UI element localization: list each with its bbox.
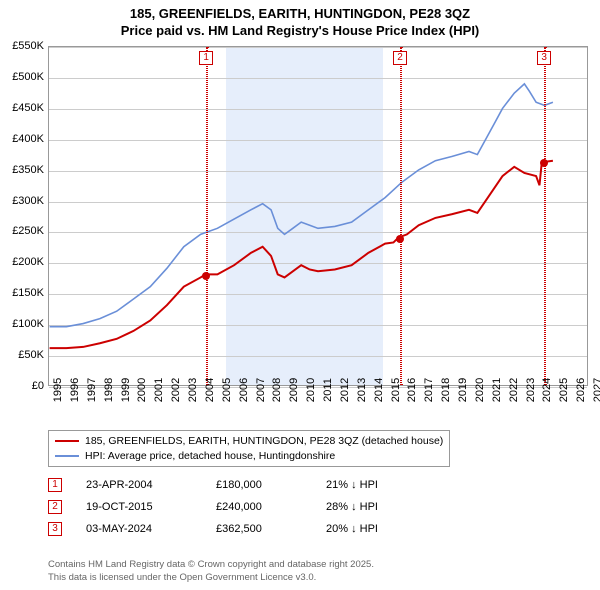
x-tick-label: 2008 xyxy=(271,378,283,402)
x-tick-label: 2005 xyxy=(221,378,233,402)
title-line-2: Price paid vs. HM Land Registry's House … xyxy=(0,23,600,40)
x-tick-label: 1999 xyxy=(120,378,132,402)
x-tick-label: 2016 xyxy=(406,378,418,402)
sale-marker-label: 1 xyxy=(199,51,213,65)
y-tick-label: £400K xyxy=(0,133,44,145)
sale-dot xyxy=(202,272,210,280)
sales-row-price: £240,000 xyxy=(216,501,326,513)
sale-marker-line xyxy=(206,47,208,385)
legend-swatch xyxy=(55,455,79,457)
y-tick-label: £350K xyxy=(0,164,44,176)
sales-row-date: 03-MAY-2024 xyxy=(86,523,216,535)
sale-marker-label: 3 xyxy=(537,51,551,65)
legend-label: 185, GREENFIELDS, EARITH, HUNTINGDON, PE… xyxy=(85,434,443,449)
series-line-hpi xyxy=(50,84,553,327)
x-tick-label: 2025 xyxy=(558,378,570,402)
sale-dot xyxy=(540,159,548,167)
sales-table-row: 3 03-MAY-2024£362,50020% ↓ HPI xyxy=(48,518,416,540)
y-tick-label: £250K xyxy=(0,225,44,237)
x-tick-label: 2013 xyxy=(356,378,368,402)
sale-dot xyxy=(396,235,404,243)
y-tick-label: £300K xyxy=(0,195,44,207)
x-tick-label: 2019 xyxy=(457,378,469,402)
x-tick-label: 2018 xyxy=(440,378,452,402)
chart-title: 185, GREENFIELDS, EARITH, HUNTINGDON, PE… xyxy=(0,0,600,40)
sales-row-diff: 20% ↓ HPI xyxy=(326,523,416,535)
x-tick-label: 2000 xyxy=(136,378,148,402)
x-tick-label: 2001 xyxy=(153,378,165,402)
x-tick-label: 2006 xyxy=(238,378,250,402)
x-tick-label: 2021 xyxy=(491,378,503,402)
x-tick-label: 2002 xyxy=(170,378,182,402)
y-tick-label: £50K xyxy=(0,349,44,361)
y-tick-label: £500K xyxy=(0,71,44,83)
legend-row: 185, GREENFIELDS, EARITH, HUNTINGDON, PE… xyxy=(55,434,443,449)
y-tick-label: £200K xyxy=(0,256,44,268)
legend-box: 185, GREENFIELDS, EARITH, HUNTINGDON, PE… xyxy=(48,430,450,467)
x-tick-label: 2017 xyxy=(423,378,435,402)
y-tick-label: £550K xyxy=(0,40,44,52)
sale-marker-line xyxy=(400,47,402,385)
x-tick-label: 2023 xyxy=(525,378,537,402)
footer-attribution: Contains HM Land Registry data © Crown c… xyxy=(48,559,374,584)
x-tick-label: 1997 xyxy=(86,378,98,402)
sales-row-number: 1 xyxy=(48,478,62,492)
legend-label: HPI: Average price, detached house, Hunt… xyxy=(85,449,335,464)
sales-table-row: 1 23-APR-2004£180,00021% ↓ HPI xyxy=(48,474,416,496)
x-tick-label: 2007 xyxy=(255,378,267,402)
y-tick-label: £450K xyxy=(0,102,44,114)
sales-row-diff: 28% ↓ HPI xyxy=(326,501,416,513)
x-tick-label: 2009 xyxy=(288,378,300,402)
x-tick-label: 1996 xyxy=(69,378,81,402)
x-tick-label: 2026 xyxy=(575,378,587,402)
y-tick-label: £0 xyxy=(0,380,44,392)
y-tick-label: £150K xyxy=(0,287,44,299)
footer-line-1: Contains HM Land Registry data © Crown c… xyxy=(48,559,374,571)
x-tick-label: 2012 xyxy=(339,378,351,402)
title-line-1: 185, GREENFIELDS, EARITH, HUNTINGDON, PE… xyxy=(0,6,600,23)
x-tick-label: 2004 xyxy=(204,378,216,402)
sales-row-number: 3 xyxy=(48,522,62,536)
x-tick-label: 2020 xyxy=(474,378,486,402)
x-tick-label: 2003 xyxy=(187,378,199,402)
sale-marker-line xyxy=(544,47,546,385)
x-tick-label: 2015 xyxy=(390,378,402,402)
sale-marker-label: 2 xyxy=(393,51,407,65)
x-tick-label: 2010 xyxy=(305,378,317,402)
series-line-property xyxy=(50,161,553,348)
x-tick-label: 1995 xyxy=(52,378,64,402)
x-tick-label: 2027 xyxy=(592,378,600,402)
series-svg xyxy=(49,47,587,385)
x-tick-label: 2014 xyxy=(373,378,385,402)
x-tick-label: 1998 xyxy=(103,378,115,402)
x-tick-label: 2011 xyxy=(322,378,334,402)
sales-row-diff: 21% ↓ HPI xyxy=(326,479,416,491)
sales-row-number: 2 xyxy=(48,500,62,514)
legend-row: HPI: Average price, detached house, Hunt… xyxy=(55,449,443,464)
sales-row-date: 19-OCT-2015 xyxy=(86,501,216,513)
plot-area: 1 2 3 xyxy=(48,46,588,386)
sales-row-price: £180,000 xyxy=(216,479,326,491)
sales-row-price: £362,500 xyxy=(216,523,326,535)
x-tick-label: 2024 xyxy=(541,378,553,402)
footer-line-2: This data is licensed under the Open Gov… xyxy=(48,572,374,584)
y-tick-label: £100K xyxy=(0,318,44,330)
legend-swatch xyxy=(55,440,79,442)
sales-table: 1 23-APR-2004£180,00021% ↓ HPI 2 19-OCT-201… xyxy=(48,474,416,540)
chart-container: 185, GREENFIELDS, EARITH, HUNTINGDON, PE… xyxy=(0,0,600,590)
sales-table-row: 2 19-OCT-2015£240,00028% ↓ HPI xyxy=(48,496,416,518)
x-tick-label: 2022 xyxy=(508,378,520,402)
sales-row-date: 23-APR-2004 xyxy=(86,479,216,491)
